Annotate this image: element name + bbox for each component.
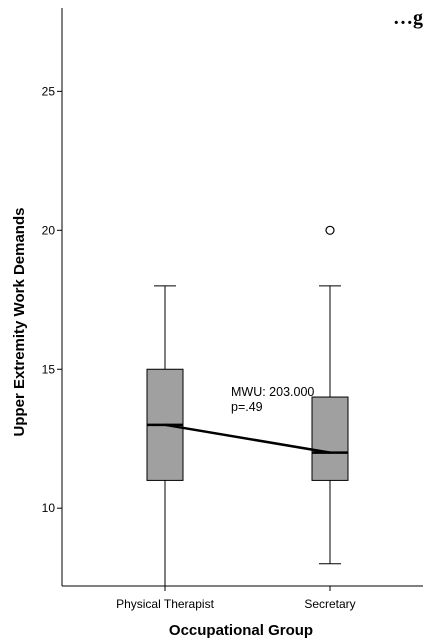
chart-title: …g bbox=[393, 7, 423, 29]
median-connector-line bbox=[164, 423, 331, 454]
y-tick-label: 10 bbox=[42, 501, 56, 515]
y-tick-label: 15 bbox=[42, 362, 56, 376]
box-physical-therapist bbox=[146, 285, 184, 586]
x-tick-label: Secretary bbox=[304, 597, 355, 611]
y-tick-label: 20 bbox=[42, 223, 56, 237]
y-tick-label: 25 bbox=[42, 84, 56, 98]
x-tick-label: Physical Therapist bbox=[116, 597, 214, 611]
annotation-p: p=.49 bbox=[231, 400, 263, 414]
iqr-box bbox=[311, 396, 349, 481]
annotation-mwu: MWU: 203.000 bbox=[231, 385, 314, 399]
y-axis-label: Upper Extremity Work Demands bbox=[11, 208, 28, 437]
x-axis-label: Occupational Group bbox=[169, 622, 313, 639]
outlier-point bbox=[325, 225, 335, 235]
box-secretary bbox=[311, 225, 349, 565]
